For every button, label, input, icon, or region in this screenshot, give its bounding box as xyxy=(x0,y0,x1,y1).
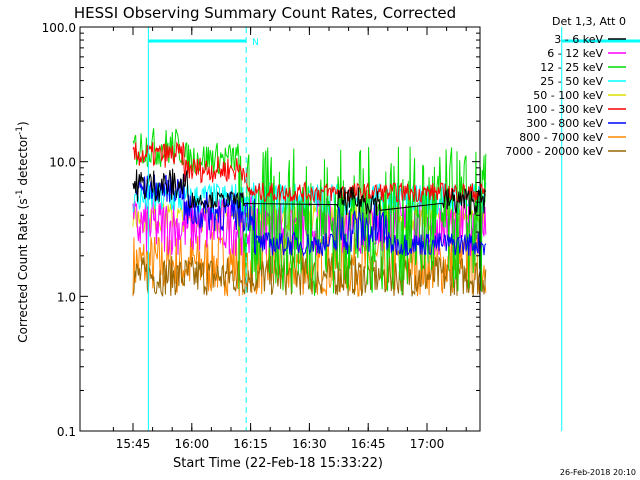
y-axis-label-sup-1: -1 xyxy=(15,189,25,198)
series-line-9 xyxy=(132,255,487,297)
x-tick-label-4: 16:30 xyxy=(292,437,327,451)
y-tick-label-3: 1.0 xyxy=(57,290,76,304)
y-axis-label-mid: detector xyxy=(16,135,30,190)
series-line-3 xyxy=(132,128,487,296)
series-line-6 xyxy=(132,141,486,204)
y-tick-label-2: 10.0 xyxy=(49,156,76,170)
legend-label-9: 7000 - 20000 keV xyxy=(505,145,603,158)
legend-label-2: 6 - 12 keV xyxy=(547,47,603,60)
night-marker-label: N xyxy=(252,38,259,48)
y-axis-label-sup-2: -1 xyxy=(15,126,25,135)
x-tick-label-2: 16:00 xyxy=(175,437,210,451)
x-tick-label-1: 15:45 xyxy=(116,437,151,451)
legend-label-3: 12 - 25 keV xyxy=(540,61,603,74)
chart-title: HESSI Observing Summary Count Rates, Cor… xyxy=(74,4,456,22)
x-tick-label-5: 16:45 xyxy=(351,437,386,451)
x-tick-label-3: 16:15 xyxy=(233,437,268,451)
y-axis-label-end: ) xyxy=(16,121,30,126)
legend-label-7: 300 - 800 keV xyxy=(526,117,603,130)
x-axis-label: Start Time (22-Feb-18 15:33:22) xyxy=(173,456,383,471)
plot-frame xyxy=(79,26,481,432)
footer-timestamp: 26-Feb-2018 20:10 xyxy=(560,468,636,477)
y-axis-label-main: Corrected Count Rate (s xyxy=(16,198,30,342)
legend-label-5: 50 - 100 keV xyxy=(533,89,603,102)
series-line-1 xyxy=(132,168,487,216)
legend-label-4: 25 - 50 keV xyxy=(540,75,603,88)
y-tick-label-1: 100.0 xyxy=(42,21,76,35)
legend-label-6: 100 - 300 keV xyxy=(526,103,603,116)
y-axis-label: Corrected Count Rate (s-1 detector-1) xyxy=(15,121,30,342)
legend-label-8: 800 - 7000 keV xyxy=(519,131,603,144)
x-tick-label-6: 17:00 xyxy=(410,437,445,451)
legend-label-1: 3 - 6 keV xyxy=(554,33,603,46)
series-line-7 xyxy=(132,174,487,258)
legend-header: Det 1,3, Att 0 xyxy=(552,15,626,28)
plot-series-group xyxy=(132,128,487,297)
y-tick-label-4: 0.1 xyxy=(57,425,76,439)
